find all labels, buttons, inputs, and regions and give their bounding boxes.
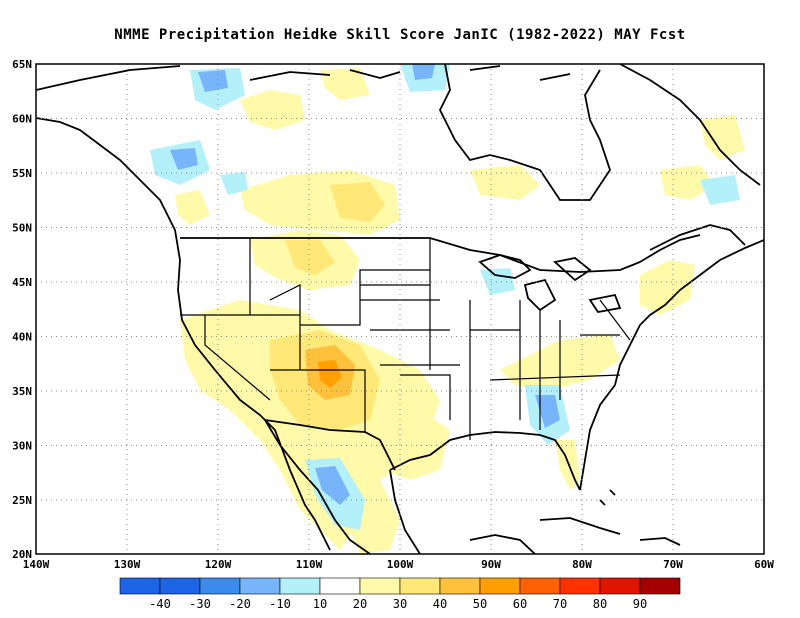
- lon-label: 140W: [23, 558, 50, 571]
- lon-label: 110W: [296, 558, 323, 571]
- skill-area-yukon: [240, 90, 305, 130]
- colorbar-label: 70: [553, 597, 567, 611]
- lon-label: 90W: [481, 558, 501, 571]
- skill-area-baja-neg-mid: [315, 466, 350, 505]
- colorbar-swatch: [159, 577, 201, 595]
- colorbar-swatch: [639, 577, 681, 595]
- us-canada-border: [180, 234, 701, 273]
- colorbar-swatch: [439, 577, 481, 595]
- gulf-st-lawrence: [649, 224, 746, 251]
- skill-area-great-lakes-neg: [480, 268, 515, 295]
- lat-label: 50N: [12, 222, 32, 235]
- colorbar-label: 10: [313, 597, 327, 611]
- latitude-labels: 65N 60N 55N 50N 45N 40N 35N 30N 25N 20N: [12, 58, 32, 561]
- lat-label: 25N: [12, 494, 32, 507]
- lat-label: 65N: [12, 58, 32, 71]
- colorbar-swatch: [599, 577, 641, 595]
- skill-area-hudson-south: [470, 165, 540, 200]
- lat-label: 60N: [12, 113, 32, 126]
- atlantic-coastline: [579, 239, 764, 491]
- lat-label: 40N: [12, 331, 32, 344]
- skill-area-labrador: [700, 115, 745, 160]
- colorbar-swatch: [399, 577, 441, 595]
- skill-area-montana: [285, 240, 335, 275]
- colorbar-label: 40: [433, 597, 447, 611]
- lon-label: 100W: [387, 558, 414, 571]
- skill-area-alaska-neg-strong: [198, 70, 228, 92]
- lon-label: 80W: [572, 558, 592, 571]
- colorbar-label: -10: [269, 597, 291, 611]
- colorbar-label: 30: [393, 597, 407, 611]
- colorbar-swatch: [559, 577, 601, 595]
- colorbar-swatch: [519, 577, 561, 595]
- skill-area-southeast-neg-mid: [535, 395, 560, 428]
- hudson-bay: [438, 64, 611, 201]
- skill-area-pacific-neg: [220, 172, 248, 195]
- skill-area-quebec: [660, 165, 715, 200]
- colorbar-label: 90: [633, 597, 647, 611]
- alaska-north: [36, 65, 181, 91]
- colorbar-label: 60: [513, 597, 527, 611]
- skill-area-gulf-alaska-neg-mid: [170, 148, 198, 170]
- colorbar-swatch: [239, 577, 281, 595]
- skill-area-saskatchewan: [330, 182, 385, 222]
- skill-area-northeast: [640, 260, 695, 315]
- lon-label: 120W: [205, 558, 232, 571]
- lon-label: 70W: [663, 558, 683, 571]
- colorbar-label: -20: [229, 597, 251, 611]
- skill-area-texas: [370, 410, 450, 480]
- colorbar-label: -40: [149, 597, 171, 611]
- lat-label: 20N: [12, 548, 32, 561]
- lon-label: 130W: [114, 558, 141, 571]
- colorbar-swatch: [479, 577, 521, 595]
- lat-label: 45N: [12, 276, 32, 289]
- map-title: NMME Precipitation Heidke Skill Score Ja…: [114, 27, 686, 43]
- labrador-coast: [619, 64, 761, 186]
- state-borders: [180, 238, 631, 440]
- skill-area-peak-core: [318, 360, 342, 388]
- coastlines-and-borders: [36, 64, 764, 554]
- west-coastline: [36, 117, 331, 551]
- colorbar-label: 50: [473, 597, 487, 611]
- colorbar-swatch: [359, 577, 401, 595]
- bahamas: [599, 489, 616, 506]
- skill-area-arctic: [320, 68, 370, 100]
- arctic-islands: [249, 65, 571, 81]
- colorbar-label: -30: [189, 597, 211, 611]
- mexico-west-coast: [264, 419, 371, 554]
- lat-label: 30N: [12, 440, 32, 453]
- lat-label: 35N: [12, 385, 32, 398]
- longitude-labels: 140W 130W 120W 110W 100W 90W 80W 70W 60W: [23, 558, 775, 571]
- skill-shading: [150, 64, 745, 554]
- lat-label: 55N: [12, 167, 32, 180]
- colorbar-swatch: [319, 577, 361, 595]
- hispaniola: [639, 537, 681, 546]
- map-frame: [35, 63, 765, 555]
- skill-area-hudson-neg-mid: [412, 64, 435, 80]
- colorbar-swatch: [279, 577, 321, 595]
- colorbar: -40 -30 -20 -10 10 20 30 40 50 60 70 80 …: [119, 577, 681, 611]
- colorbar-label: 20: [353, 597, 367, 611]
- colorbar-label: 80: [593, 597, 607, 611]
- yucatan: [469, 534, 536, 554]
- great-lakes: [478, 254, 622, 313]
- skill-area-quebec-neg: [700, 175, 740, 205]
- skill-area-bc: [175, 190, 210, 225]
- colorbar-swatch: [199, 577, 241, 595]
- colorbar-swatch: [119, 577, 161, 595]
- us-mexico-border: [264, 419, 396, 471]
- cuba: [539, 517, 621, 535]
- lon-label: 60W: [754, 558, 774, 571]
- graticule: [36, 64, 764, 554]
- gulf-coastline: [389, 431, 581, 491]
